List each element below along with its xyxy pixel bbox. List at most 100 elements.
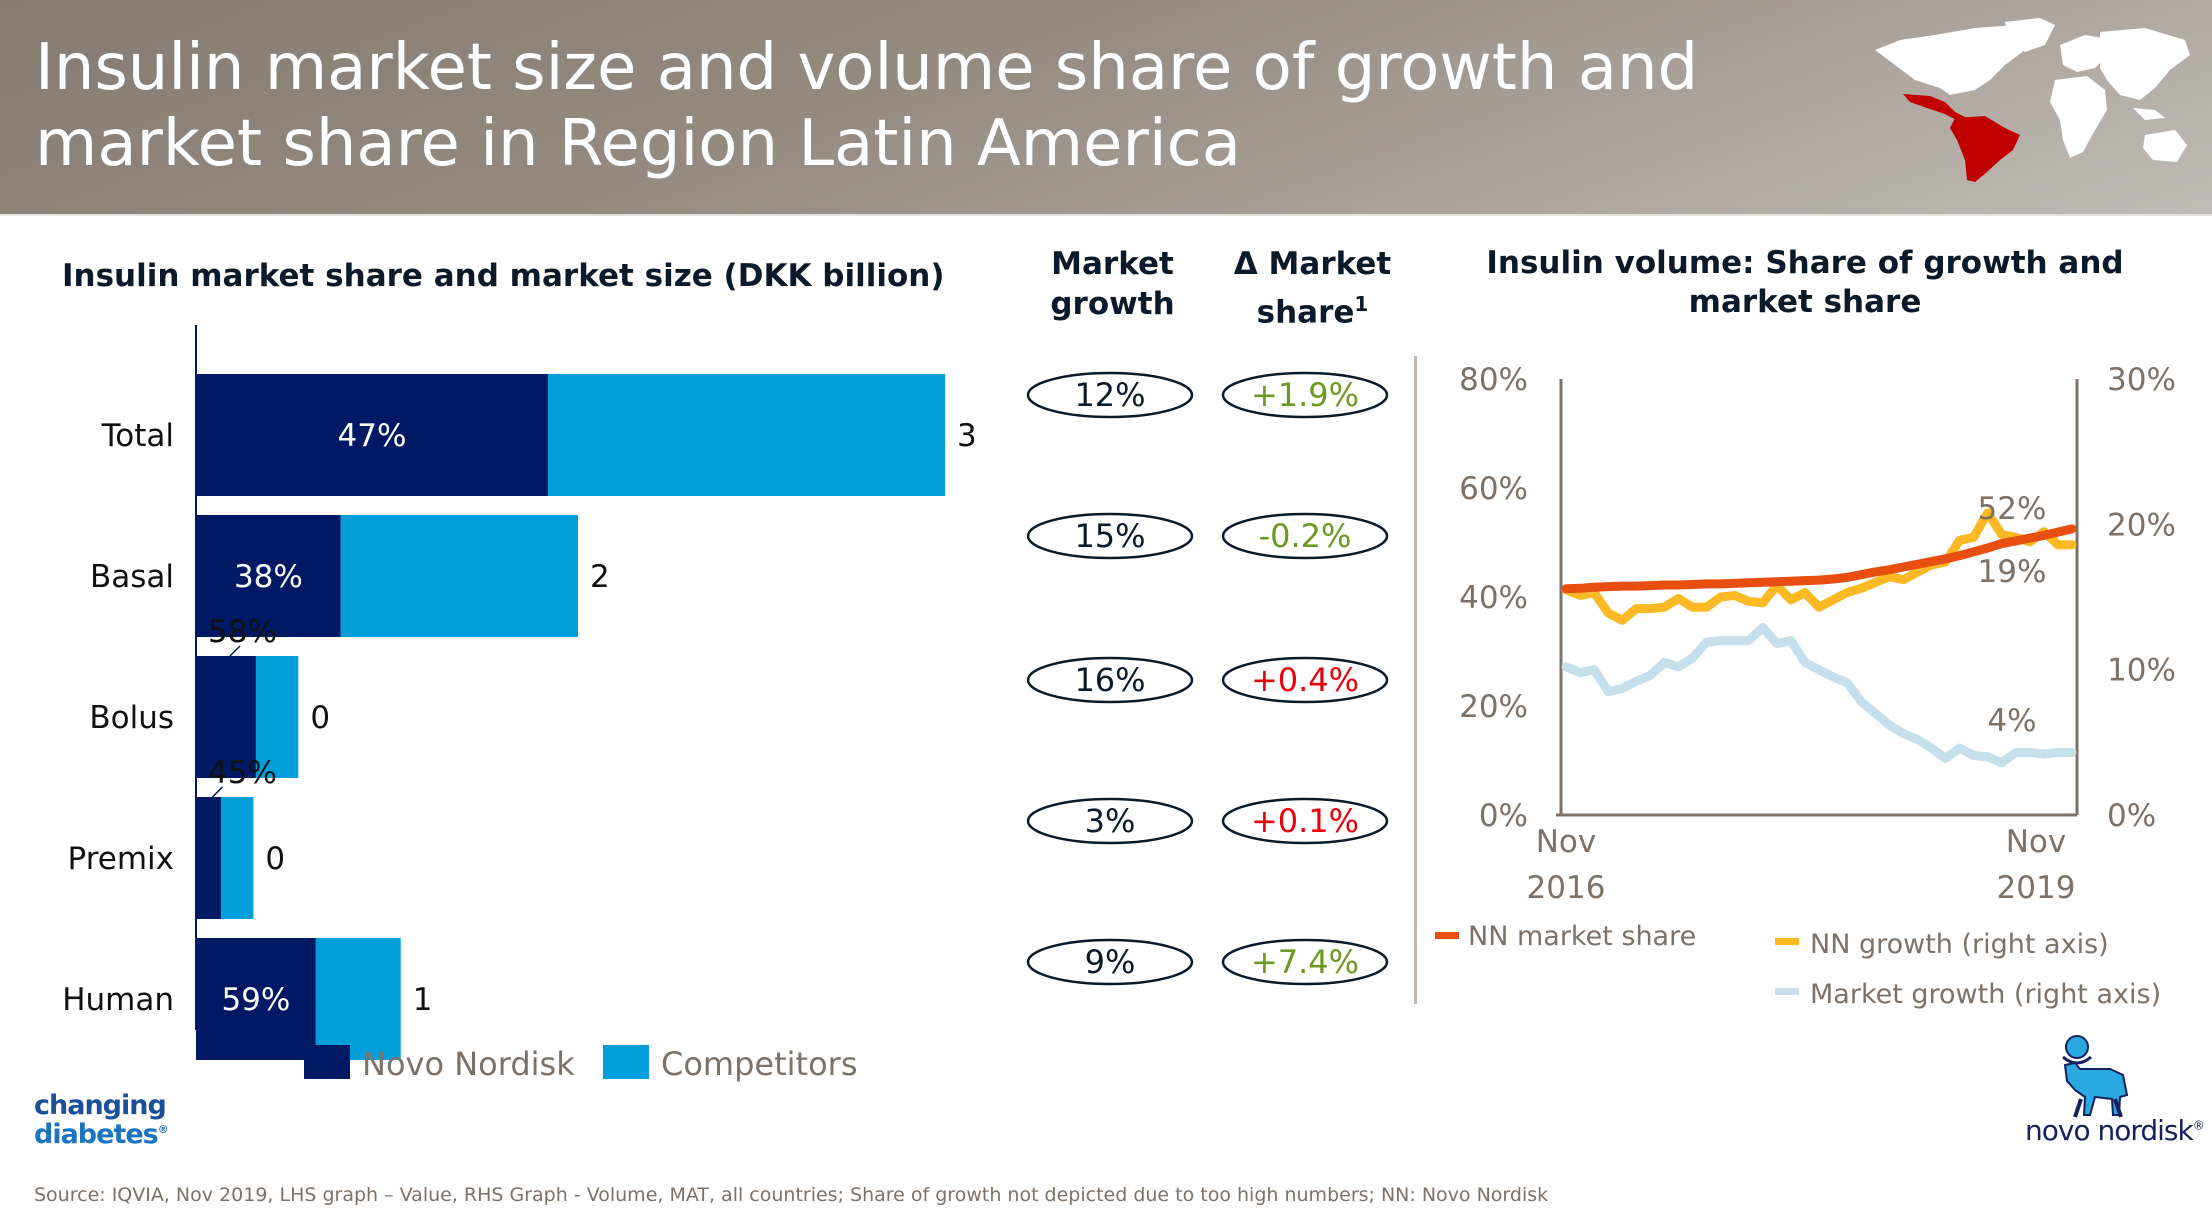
market-growth-pill [1026, 938, 1194, 986]
legend-label-novo-nordisk: Novo Nordisk [362, 1045, 575, 1083]
nn-share-label: 45% [208, 755, 277, 791]
x-end-month-label: Nov [2006, 824, 2067, 860]
nn-share-leader-line [229, 645, 241, 657]
delta-share-value: +1.9% [1251, 376, 1359, 414]
world-map-icon [1875, 18, 2190, 182]
legend-swatch-nn-market-share [1435, 932, 1459, 939]
left-axis-tick: 20% [1459, 689, 1528, 725]
section-divider [1414, 356, 1417, 1004]
nn-share-label: 58% [208, 614, 277, 650]
left-axis-tick: 80% [1459, 362, 1528, 398]
legend-swatch-competitors [603, 1045, 649, 1079]
right-axis-tick: 0% [2107, 798, 2156, 834]
market-growth-pill [1026, 512, 1194, 560]
market-growth-value: 15% [1074, 517, 1145, 555]
pill-columns: 12% +1.9% 15% -0.2% 16% +0.4% 3% +0.1% 9% +7.4% [1026, 371, 1389, 986]
delta-share-header-line2: share1 [1215, 284, 1410, 332]
changing-diabetes-word: diabetes [34, 1119, 159, 1150]
legend-swatch-market-growth [1775, 988, 1799, 995]
delta-share-pill [1221, 512, 1389, 560]
page-title: Insulin market size and volume share of … [35, 31, 1699, 181]
market-size-label: 2 [590, 559, 610, 595]
market-growth-pill [1026, 656, 1194, 704]
novo-nordisk-logo-text: novo nordisk® [2025, 1114, 2205, 1147]
market-growth-line [1561, 623, 2077, 768]
market-growth-value: 12% [1074, 376, 1145, 414]
left-axis-tick: 40% [1459, 580, 1528, 616]
nn-growth-line [1561, 508, 2077, 625]
map-asia [2100, 28, 2190, 100]
delta-share-pill [1221, 656, 1389, 704]
legend-label-market-growth: Market growth (right axis) [1810, 979, 2161, 1010]
market-growth-header-line2: growth [1050, 286, 1175, 322]
market-growth-value: 16% [1074, 661, 1145, 699]
right-axis-tick: 20% [2107, 507, 2176, 543]
registered-mark-nn: ® [2192, 1118, 2205, 1133]
delta-share-value: -0.2% [1259, 517, 1352, 555]
nn-share-label: 47% [338, 418, 407, 454]
market-growth-pill [1026, 371, 1194, 419]
market-growth-pill [1026, 797, 1194, 845]
bar-competitors-bolus [255, 656, 299, 778]
nn-market-share-line [1561, 524, 2077, 594]
x-start-year-label: 2016 [1527, 870, 1606, 906]
left-axis-tick: 60% [1459, 471, 1528, 507]
market-growth-header: Market growth [1030, 244, 1195, 324]
bar-novo-nordisk-total [196, 374, 549, 496]
delta-share-header: Δ Market share1 [1215, 244, 1410, 332]
nn-share-label: 38% [234, 559, 303, 595]
nn-growth-end-label: 19% [1978, 554, 2047, 590]
novo-nordisk-wordmark: novo nordisk [2025, 1114, 2194, 1147]
market-growth-end-label: 4% [1987, 703, 2036, 739]
map-indonesia [2133, 108, 2165, 120]
nn-market-share-end-label: 52% [1978, 491, 2047, 527]
map-central-america [1903, 94, 1967, 122]
map-south-america [1950, 116, 2020, 182]
left-chart-title: Insulin market share and market size (DK… [62, 258, 945, 294]
map-africa [2050, 76, 2107, 158]
bar-novo-nordisk-basal [196, 515, 341, 637]
category-label: Human [62, 982, 174, 1018]
market-size-label: 1 [413, 982, 433, 1018]
delta-share-header-word: share [1256, 294, 1355, 331]
changing-diabetes-line1: changing [34, 1090, 167, 1121]
registered-mark: ® [157, 1123, 169, 1136]
market-size-label: 3 [957, 418, 977, 454]
changing-diabetes-line2: diabetes® [34, 1118, 169, 1150]
right-axis-tick: 10% [2107, 653, 2176, 689]
source-footnote: Source: IQVIA, Nov 2019, LHS graph – Val… [34, 1184, 1549, 1206]
bar-competitors-basal [340, 515, 578, 637]
bar-novo-nordisk-human [196, 938, 316, 1060]
bar-novo-nordisk-premix [196, 797, 221, 919]
x-start-month-label: Nov [1536, 824, 1597, 860]
legend-swatch-nn-growth [1775, 938, 1799, 945]
line-chart: 0%20%40%60%80%0%10%20%30%Nov2016Nov2019 … [1435, 362, 2176, 1010]
delta-share-pill [1221, 797, 1389, 845]
market-size-label: 0 [310, 700, 330, 736]
category-label: Total [101, 418, 174, 454]
left-axis-tick: 0% [1479, 798, 1528, 834]
market-size-label: 0 [265, 841, 285, 877]
delta-share-header-line1: Δ Market [1233, 246, 1392, 282]
delta-share-value: +0.1% [1251, 802, 1359, 840]
legend-label-nn-growth: NN growth (right axis) [1810, 929, 2109, 960]
nn-share-label: 59% [221, 982, 290, 1018]
bar-novo-nordisk-bolus [196, 656, 256, 778]
map-north-america [1875, 25, 2035, 95]
category-label: Basal [90, 559, 174, 595]
nn-share-leader-line [211, 786, 224, 798]
right-chart-title: Insulin volume: Share of growth and mark… [1486, 245, 2124, 320]
map-australia [2143, 130, 2187, 162]
bar-competitors-human [315, 938, 401, 1060]
market-growth-header-line1: Market [1051, 246, 1174, 282]
map-greenland [2005, 18, 2055, 52]
market-growth-value: 3% [1085, 802, 1136, 840]
header-banner: Insulin market size and volume share of … [0, 0, 2212, 216]
novo-nordisk-apis-bull-icon [2062, 1035, 2129, 1118]
legend-label-nn-market-share: NN market share [1468, 921, 1696, 952]
bar-competitors-premix [220, 797, 254, 919]
legend-swatch-novo-nordisk [304, 1045, 350, 1079]
footnote-marker: 1 [1354, 292, 1369, 316]
category-label: Bolus [89, 700, 174, 736]
bar-chart: Total 3 47% Basal 2 38% Bolus 0 58% Premix 0 45% Hum… [62, 325, 977, 1083]
